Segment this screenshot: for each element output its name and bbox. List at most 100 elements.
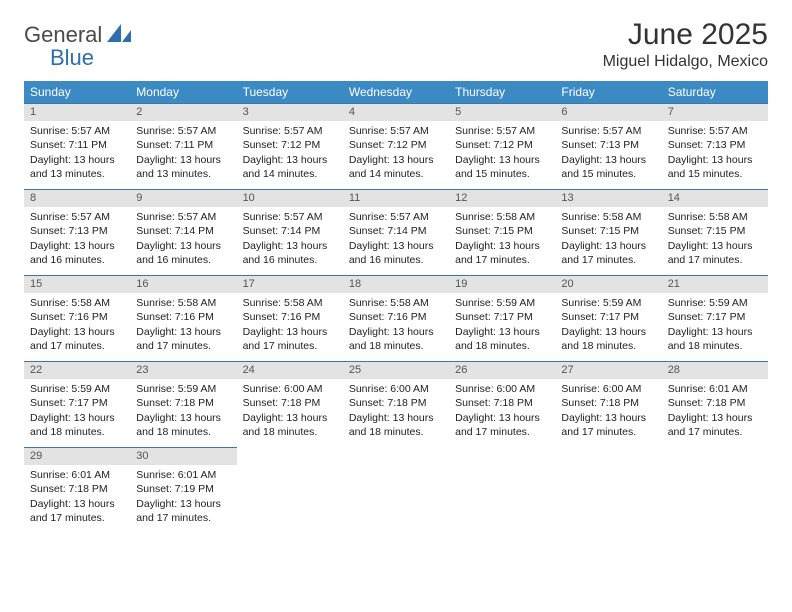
sunrise-line: Sunrise: 5:57 AM xyxy=(30,210,124,224)
sunset-line: Sunset: 7:18 PM xyxy=(30,482,124,496)
day-body: Sunrise: 5:59 AMSunset: 7:18 PMDaylight:… xyxy=(130,379,236,439)
day-cell: 5Sunrise: 5:57 AMSunset: 7:12 PMDaylight… xyxy=(449,103,555,189)
title-block: June 2025 Miguel Hidalgo, Mexico xyxy=(603,18,768,71)
day-body: Sunrise: 5:58 AMSunset: 7:16 PMDaylight:… xyxy=(24,293,130,353)
sunset-line: Sunset: 7:14 PM xyxy=(243,224,337,238)
day-body: Sunrise: 5:57 AMSunset: 7:13 PMDaylight:… xyxy=(555,121,661,181)
daylight-line: Daylight: 13 hours and 13 minutes. xyxy=(30,153,124,181)
calendar-row: 15Sunrise: 5:58 AMSunset: 7:16 PMDayligh… xyxy=(24,275,768,361)
sunset-line: Sunset: 7:15 PM xyxy=(455,224,549,238)
day-number: 4 xyxy=(343,104,449,121)
daylight-line: Daylight: 13 hours and 16 minutes. xyxy=(243,239,337,267)
sunset-line: Sunset: 7:17 PM xyxy=(668,310,762,324)
weekday-header: Wednesday xyxy=(343,81,449,103)
weekday-header: Friday xyxy=(555,81,661,103)
sunset-line: Sunset: 7:16 PM xyxy=(243,310,337,324)
calendar-row: 8Sunrise: 5:57 AMSunset: 7:13 PMDaylight… xyxy=(24,189,768,275)
calendar-cell: 28Sunrise: 6:01 AMSunset: 7:18 PMDayligh… xyxy=(662,361,768,447)
weekday-header: Sunday xyxy=(24,81,130,103)
day-number: 12 xyxy=(449,190,555,207)
day-body: Sunrise: 6:00 AMSunset: 7:18 PMDaylight:… xyxy=(555,379,661,439)
day-number: 16 xyxy=(130,276,236,293)
day-body: Sunrise: 5:57 AMSunset: 7:14 PMDaylight:… xyxy=(343,207,449,267)
day-number: 25 xyxy=(343,362,449,379)
calendar-body: 1Sunrise: 5:57 AMSunset: 7:11 PMDaylight… xyxy=(24,103,768,533)
sunrise-line: Sunrise: 5:58 AM xyxy=(243,296,337,310)
calendar-cell: 7Sunrise: 5:57 AMSunset: 7:13 PMDaylight… xyxy=(662,103,768,189)
daylight-line: Daylight: 13 hours and 18 minutes. xyxy=(243,411,337,439)
day-number: 24 xyxy=(237,362,343,379)
day-number: 5 xyxy=(449,104,555,121)
calendar-cell xyxy=(343,447,449,533)
daylight-line: Daylight: 13 hours and 17 minutes. xyxy=(243,325,337,353)
day-body: Sunrise: 5:59 AMSunset: 7:17 PMDaylight:… xyxy=(662,293,768,353)
day-cell: 25Sunrise: 6:00 AMSunset: 7:18 PMDayligh… xyxy=(343,361,449,447)
day-number: 8 xyxy=(24,190,130,207)
day-cell: 1Sunrise: 5:57 AMSunset: 7:11 PMDaylight… xyxy=(24,103,130,189)
calendar-cell: 8Sunrise: 5:57 AMSunset: 7:13 PMDaylight… xyxy=(24,189,130,275)
day-cell: 13Sunrise: 5:58 AMSunset: 7:15 PMDayligh… xyxy=(555,189,661,275)
day-body: Sunrise: 5:57 AMSunset: 7:13 PMDaylight:… xyxy=(662,121,768,181)
calendar-cell: 25Sunrise: 6:00 AMSunset: 7:18 PMDayligh… xyxy=(343,361,449,447)
calendar-cell: 15Sunrise: 5:58 AMSunset: 7:16 PMDayligh… xyxy=(24,275,130,361)
sunset-line: Sunset: 7:18 PM xyxy=(243,396,337,410)
day-number: 23 xyxy=(130,362,236,379)
month-title: June 2025 xyxy=(603,18,768,51)
sunset-line: Sunset: 7:18 PM xyxy=(668,396,762,410)
sunrise-line: Sunrise: 5:57 AM xyxy=(136,124,230,138)
sunset-line: Sunset: 7:19 PM xyxy=(136,482,230,496)
day-body: Sunrise: 5:57 AMSunset: 7:12 PMDaylight:… xyxy=(343,121,449,181)
day-number: 11 xyxy=(343,190,449,207)
calendar-cell: 3Sunrise: 5:57 AMSunset: 7:12 PMDaylight… xyxy=(237,103,343,189)
sunrise-line: Sunrise: 6:00 AM xyxy=(561,382,655,396)
day-cell: 18Sunrise: 5:58 AMSunset: 7:16 PMDayligh… xyxy=(343,275,449,361)
daylight-line: Daylight: 13 hours and 15 minutes. xyxy=(455,153,549,181)
calendar-cell xyxy=(237,447,343,533)
day-cell: 10Sunrise: 5:57 AMSunset: 7:14 PMDayligh… xyxy=(237,189,343,275)
calendar-cell: 5Sunrise: 5:57 AMSunset: 7:12 PMDaylight… xyxy=(449,103,555,189)
calendar-table: Sunday Monday Tuesday Wednesday Thursday… xyxy=(24,81,768,533)
sunrise-line: Sunrise: 5:58 AM xyxy=(136,296,230,310)
day-body: Sunrise: 6:00 AMSunset: 7:18 PMDaylight:… xyxy=(449,379,555,439)
sunrise-line: Sunrise: 5:58 AM xyxy=(668,210,762,224)
daylight-line: Daylight: 13 hours and 17 minutes. xyxy=(668,239,762,267)
day-body: Sunrise: 5:57 AMSunset: 7:14 PMDaylight:… xyxy=(237,207,343,267)
calendar-cell: 11Sunrise: 5:57 AMSunset: 7:14 PMDayligh… xyxy=(343,189,449,275)
sunset-line: Sunset: 7:14 PM xyxy=(136,224,230,238)
day-body: Sunrise: 6:01 AMSunset: 7:19 PMDaylight:… xyxy=(130,465,236,525)
day-body: Sunrise: 6:01 AMSunset: 7:18 PMDaylight:… xyxy=(24,465,130,525)
calendar-cell: 9Sunrise: 5:57 AMSunset: 7:14 PMDaylight… xyxy=(130,189,236,275)
calendar-cell: 13Sunrise: 5:58 AMSunset: 7:15 PMDayligh… xyxy=(555,189,661,275)
sunrise-line: Sunrise: 5:57 AM xyxy=(455,124,549,138)
day-number: 17 xyxy=(237,276,343,293)
day-body: Sunrise: 5:57 AMSunset: 7:12 PMDaylight:… xyxy=(237,121,343,181)
day-body: Sunrise: 5:57 AMSunset: 7:11 PMDaylight:… xyxy=(130,121,236,181)
calendar-cell xyxy=(449,447,555,533)
calendar-row: 1Sunrise: 5:57 AMSunset: 7:11 PMDaylight… xyxy=(24,103,768,189)
daylight-line: Daylight: 13 hours and 17 minutes. xyxy=(455,239,549,267)
day-number: 28 xyxy=(662,362,768,379)
daylight-line: Daylight: 13 hours and 18 minutes. xyxy=(668,325,762,353)
day-number: 29 xyxy=(24,448,130,465)
day-body: Sunrise: 5:58 AMSunset: 7:15 PMDaylight:… xyxy=(449,207,555,267)
sunset-line: Sunset: 7:18 PM xyxy=(561,396,655,410)
daylight-line: Daylight: 13 hours and 13 minutes. xyxy=(136,153,230,181)
day-cell: 26Sunrise: 6:00 AMSunset: 7:18 PMDayligh… xyxy=(449,361,555,447)
sunrise-line: Sunrise: 5:59 AM xyxy=(561,296,655,310)
sunrise-line: Sunrise: 6:00 AM xyxy=(349,382,443,396)
daylight-line: Daylight: 13 hours and 17 minutes. xyxy=(561,411,655,439)
sunset-line: Sunset: 7:12 PM xyxy=(349,138,443,152)
header: General Blue June 2025 Miguel Hidalgo, M… xyxy=(24,18,768,71)
calendar-cell xyxy=(555,447,661,533)
sunrise-line: Sunrise: 5:57 AM xyxy=(668,124,762,138)
calendar-cell xyxy=(662,447,768,533)
calendar-cell: 10Sunrise: 5:57 AMSunset: 7:14 PMDayligh… xyxy=(237,189,343,275)
calendar-cell: 18Sunrise: 5:58 AMSunset: 7:16 PMDayligh… xyxy=(343,275,449,361)
day-cell: 30Sunrise: 6:01 AMSunset: 7:19 PMDayligh… xyxy=(130,447,236,533)
day-cell: 17 Sunrise: 5:58 AMSunset: 7:16 PMDayligh… xyxy=(237,275,343,361)
logo-word1: General xyxy=(24,22,102,47)
day-cell: 14Sunrise: 5:58 AMSunset: 7:15 PMDayligh… xyxy=(662,189,768,275)
day-number: 22 xyxy=(24,362,130,379)
sunrise-line: Sunrise: 6:00 AM xyxy=(455,382,549,396)
day-cell: 19Sunrise: 5:59 AMSunset: 7:17 PMDayligh… xyxy=(449,275,555,361)
